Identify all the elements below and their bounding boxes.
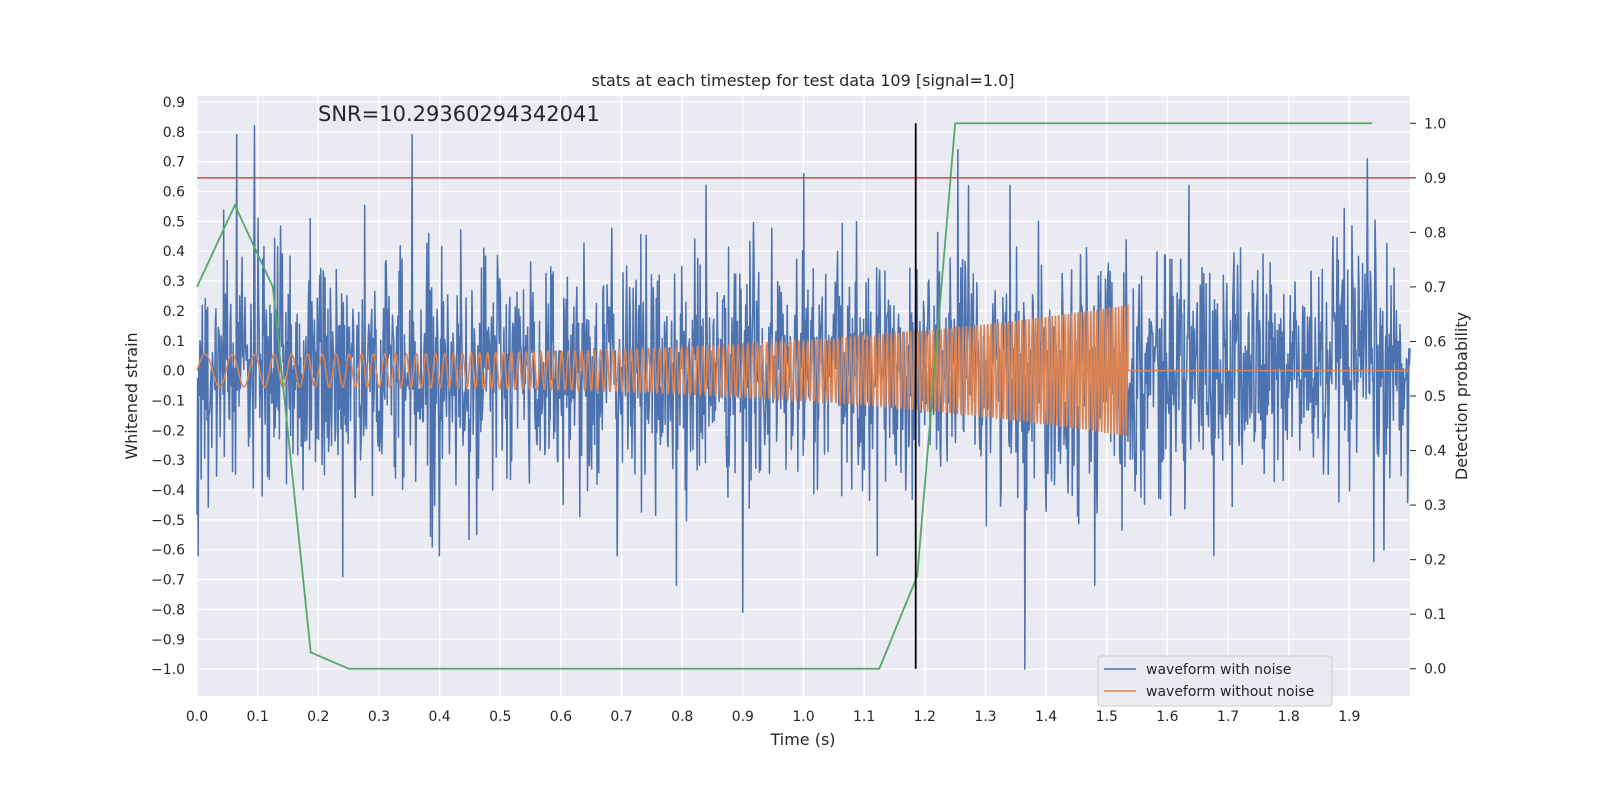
y-left-tick-label: 0.8 (163, 125, 185, 141)
x-tick-label: 0.7 (610, 709, 632, 725)
y-left-tick-label: −0.1 (151, 393, 185, 409)
x-tick-label: 0.5 (489, 709, 511, 725)
y-axis-left-ticks: 0.9 0.8 0.7 0.6 0.5 0.4 0.3 0.2 0.1 0.0 −0.1 −0.2 −0… (151, 95, 185, 678)
x-tick-label: 0.4 (428, 709, 450, 725)
x-tick-label: 1.7 (1217, 709, 1239, 725)
series-waveform-without-noise (196, 303, 1410, 437)
y-right-tick-label: 0.5 (1424, 389, 1446, 405)
x-axis-ticks: 0.0 0.1 0.2 0.3 0.4 0.5 0.6 0.7 0.8 0.9 1.0 1.1 1.2 1… (186, 709, 1361, 725)
x-tick-label: 0.1 (247, 709, 269, 725)
y-right-tick-label: 0.6 (1424, 334, 1446, 350)
y-left-tick-label: −0.5 (151, 513, 185, 529)
y-left-tick-label: 0.7 (163, 155, 185, 171)
y-left-tick-label: 0.2 (163, 304, 185, 320)
legend-label-clean: waveform without noise (1146, 684, 1314, 700)
x-tick-label: 1.4 (1035, 709, 1057, 725)
x-tick-label: 1.0 (792, 709, 814, 725)
y-axis-right-label: Detection probability (1452, 312, 1471, 480)
x-tick-label: 1.3 (974, 709, 996, 725)
y-right-tick-label: 0.1 (1424, 607, 1446, 623)
y-right-tick-label: 0.2 (1424, 553, 1446, 569)
legend: waveform with noise waveform without noi… (1097, 655, 1333, 707)
y-left-tick-label: 0.3 (163, 274, 185, 290)
y-left-tick-label: −0.4 (151, 483, 185, 499)
x-tick-label: 1.5 (1096, 709, 1118, 725)
y-left-tick-label: −1.0 (151, 662, 185, 678)
y-right-tick-label: 1.0 (1424, 116, 1446, 132)
y-axis-left-label: Whitened strain (122, 332, 141, 459)
x-tick-label: 1.1 (853, 709, 875, 725)
y-right-tick-label: 0.7 (1424, 280, 1446, 296)
y-left-tick-label: 0.5 (163, 214, 185, 230)
y-right-tick-label: 0.3 (1424, 498, 1446, 514)
y-left-tick-label: −0.8 (151, 602, 185, 618)
grid-lines (196, 96, 1410, 696)
x-tick-label: 1.8 (1278, 709, 1300, 725)
series-waveform-with-noise (196, 125, 1411, 670)
y-left-tick-label: −0.2 (151, 423, 185, 439)
x-tick-label: 1.2 (914, 709, 936, 725)
x-tick-label: 0.9 (732, 709, 754, 725)
y-left-tick-label: 0.9 (163, 95, 185, 111)
x-tick-label: 1.6 (1156, 709, 1178, 725)
legend-label-noise: waveform with noise (1146, 662, 1291, 678)
y-axis-right-ticks: 1.0 0.9 0.8 0.7 0.6 0.5 0.4 0.3 0.2 0.1 0.0 (1410, 116, 1446, 678)
y-left-tick-label: −0.3 (151, 453, 185, 469)
x-tick-label: 0.8 (671, 709, 693, 725)
legend-box (1097, 655, 1333, 707)
y-right-tick-label: 0.4 (1424, 444, 1446, 460)
y-left-tick-label: 0.6 (163, 185, 185, 201)
x-tick-label: 0.3 (368, 709, 390, 725)
y-left-tick-label: −0.7 (151, 573, 185, 589)
x-axis-label: Time (s) (769, 730, 835, 749)
y-left-tick-label: 0.4 (163, 244, 185, 260)
y-right-tick-label: 0.0 (1424, 662, 1446, 678)
x-tick-label: 0.6 (550, 709, 572, 725)
y-left-tick-label: 0.0 (163, 364, 185, 380)
series-layer (196, 122, 1411, 670)
snr-annotation: SNR=10.29360294342041 (318, 102, 600, 126)
y-right-tick-label: 0.9 (1424, 171, 1446, 187)
x-tick-label: 0.2 (307, 709, 329, 725)
chart-title: stats at each timestep for test data 109… (591, 71, 1014, 90)
y-left-tick-label: 0.1 (163, 334, 185, 350)
series-detection-probability (196, 122, 1373, 670)
x-tick-label: 1.9 (1338, 709, 1360, 725)
x-tick-label: 0.0 (186, 709, 208, 725)
y-right-tick-label: 0.8 (1424, 225, 1446, 241)
y-left-tick-label: −0.9 (151, 632, 185, 648)
y-left-tick-label: −0.6 (151, 543, 185, 559)
